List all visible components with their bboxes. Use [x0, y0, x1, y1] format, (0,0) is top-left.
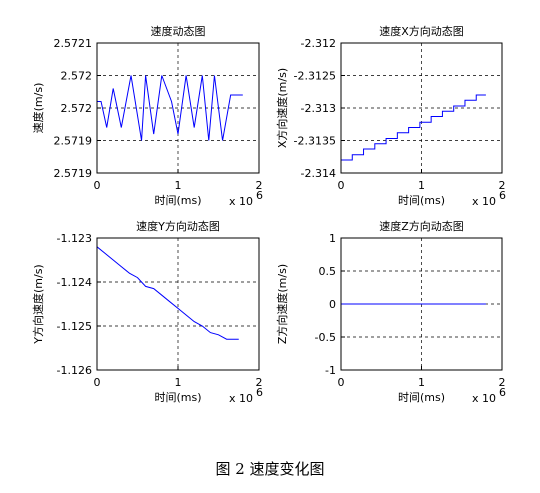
- x-tick-label: 2: [256, 376, 263, 389]
- y-tick-label: -1.123: [57, 232, 92, 245]
- plot-frame: [340, 237, 503, 371]
- x-tick-label: 1: [175, 179, 182, 192]
- y-tick-label: 2.5721: [54, 37, 93, 50]
- x-multiplier: x 10: [472, 195, 496, 208]
- y-tick-label: -1.124: [57, 276, 92, 289]
- x-multiplier: x 10: [229, 392, 253, 405]
- x-exponent: 6: [499, 189, 506, 202]
- chart-title: 速度Y方向动态图: [136, 219, 220, 233]
- y-tick-label: 1: [329, 232, 336, 245]
- chart-title: 速度动态图: [151, 24, 206, 38]
- y-tick-label: -2.312: [301, 37, 336, 50]
- y-tick-label: 2.572: [61, 102, 93, 115]
- caption: 图 2 速度变化图: [215, 460, 324, 478]
- x-tick-label: 2: [499, 179, 506, 192]
- series-line: [341, 94, 486, 161]
- x-multiplier: x 10: [229, 195, 253, 208]
- x-exponent: 6: [499, 386, 506, 399]
- y-tick-label: 2.5719: [54, 135, 93, 148]
- x-tick-label: 1: [175, 376, 182, 389]
- y-tick-label: 0: [329, 298, 336, 311]
- y-tick-label: 2.5719: [54, 167, 93, 180]
- plot-frame: [96, 42, 260, 174]
- x-tick-label: 0: [94, 179, 101, 192]
- y-tick-label: -1: [325, 364, 336, 377]
- plot-frame: [96, 237, 260, 371]
- y-tick-label: -2.314: [301, 167, 336, 180]
- y-axis-label: X方向速度(m/s): [275, 68, 289, 148]
- x-tick-label: 0: [338, 376, 345, 389]
- x-exponent: 6: [256, 386, 263, 399]
- plot-frame: [340, 42, 503, 174]
- x-tick-label: 0: [94, 376, 101, 389]
- x-tick-label: 0: [338, 179, 345, 192]
- y-tick-label: -1.126: [57, 364, 92, 377]
- y-tick-label: 2.572: [61, 70, 93, 83]
- y-tick-label: -2.313: [301, 102, 336, 115]
- y-tick-label: 0.5: [319, 265, 337, 278]
- y-tick-label: -1.125: [57, 320, 92, 333]
- y-axis-label: Y方向速度(m/s): [31, 264, 45, 344]
- chart-title: 速度Z方向动态图: [379, 219, 464, 233]
- y-axis-label: 速度(m/s): [31, 83, 45, 134]
- series-line: [97, 75, 243, 141]
- y-tick-label: -2.3135: [294, 135, 336, 148]
- y-axis-label: Z方向速度(m/s): [275, 264, 289, 344]
- chart-title: 速度X方向动态图: [379, 24, 464, 38]
- x-tick-label: 2: [499, 376, 506, 389]
- x-tick-label: 1: [418, 179, 425, 192]
- x-tick-label: 2: [256, 179, 263, 192]
- x-tick-label: 1: [418, 376, 425, 389]
- x-exponent: 6: [256, 189, 263, 202]
- x-multiplier: x 10: [472, 392, 496, 405]
- x-axis-label: 时间(ms): [398, 391, 445, 404]
- y-tick-label: -2.3125: [294, 70, 336, 83]
- x-axis-label: 时间(ms): [154, 194, 201, 207]
- series-line: [96, 246, 239, 340]
- x-axis-label: 时间(ms): [154, 391, 201, 404]
- x-axis-label: 时间(ms): [398, 194, 445, 207]
- y-tick-label: -0.5: [315, 331, 336, 344]
